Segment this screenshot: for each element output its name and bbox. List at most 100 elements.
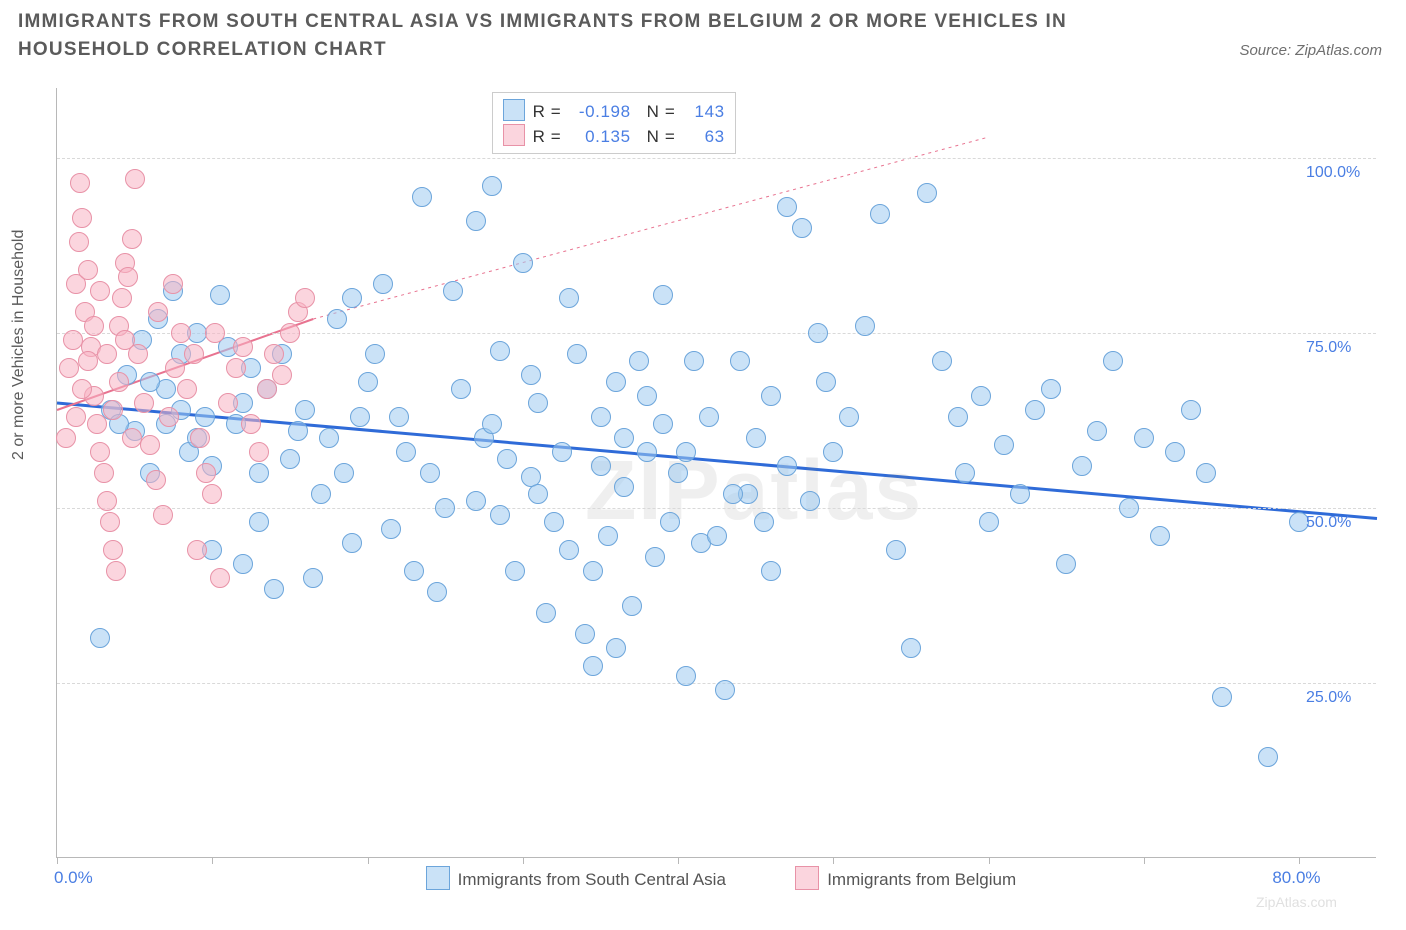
data-point xyxy=(146,470,166,490)
data-point xyxy=(327,309,347,329)
data-point xyxy=(319,428,339,448)
data-point xyxy=(1010,484,1030,504)
data-point xyxy=(723,484,743,504)
data-point xyxy=(78,260,98,280)
data-point xyxy=(288,421,308,441)
data-point xyxy=(103,540,123,560)
data-point xyxy=(210,285,230,305)
data-point xyxy=(466,491,486,511)
data-point xyxy=(676,442,696,462)
data-point xyxy=(272,365,292,385)
data-point xyxy=(233,337,253,357)
data-point xyxy=(707,526,727,546)
data-point xyxy=(140,435,160,455)
data-point xyxy=(342,533,362,553)
data-point xyxy=(257,379,277,399)
data-point xyxy=(800,491,820,511)
data-point xyxy=(72,208,92,228)
data-point xyxy=(583,656,603,676)
data-point xyxy=(165,358,185,378)
data-point xyxy=(389,407,409,427)
data-point xyxy=(598,526,618,546)
data-point xyxy=(249,463,269,483)
data-point xyxy=(777,456,797,476)
data-point xyxy=(606,372,626,392)
data-point xyxy=(932,351,952,371)
data-point xyxy=(103,400,123,420)
legend-item-series-a: Immigrants from South Central Asia xyxy=(426,866,726,890)
data-point xyxy=(365,344,385,364)
data-point xyxy=(128,344,148,364)
data-point xyxy=(614,477,634,497)
data-point xyxy=(233,554,253,574)
data-point xyxy=(1196,463,1216,483)
y-tick-label: 100.0% xyxy=(1306,164,1360,182)
data-point xyxy=(106,561,126,581)
data-point xyxy=(1056,554,1076,574)
data-point xyxy=(528,484,548,504)
data-point xyxy=(134,393,154,413)
data-point xyxy=(808,323,828,343)
data-point xyxy=(715,680,735,700)
data-point xyxy=(1150,526,1170,546)
data-point xyxy=(583,561,603,581)
data-point xyxy=(210,568,230,588)
legend-label: Immigrants from Belgium xyxy=(827,870,1016,889)
data-point xyxy=(56,428,76,448)
data-point xyxy=(591,456,611,476)
data-point xyxy=(249,442,269,462)
x-tick xyxy=(1299,857,1300,864)
data-point xyxy=(187,540,207,560)
data-point xyxy=(552,442,572,462)
data-point xyxy=(280,449,300,469)
legend-label: Immigrants from South Central Asia xyxy=(458,870,726,889)
data-point xyxy=(350,407,370,427)
data-point xyxy=(420,463,440,483)
data-point xyxy=(886,540,906,560)
data-point xyxy=(396,442,416,462)
data-point xyxy=(653,414,673,434)
data-point xyxy=(490,341,510,361)
data-point xyxy=(443,281,463,301)
data-point xyxy=(78,351,98,371)
data-point xyxy=(536,603,556,623)
data-point xyxy=(241,414,261,434)
data-point xyxy=(1025,400,1045,420)
x-tick xyxy=(57,857,58,864)
data-point xyxy=(435,498,455,518)
data-point xyxy=(295,288,315,308)
footer-watermark: ZipAtlas.com xyxy=(1256,894,1337,910)
data-point xyxy=(901,638,921,658)
legend-swatch xyxy=(426,866,450,890)
plot-area: ZIPatlas xyxy=(56,88,1376,858)
data-point xyxy=(761,386,781,406)
y-tick-label: 75.0% xyxy=(1306,339,1351,357)
data-point xyxy=(1041,379,1061,399)
data-point xyxy=(660,512,680,532)
data-point xyxy=(153,505,173,525)
data-point xyxy=(699,407,719,427)
data-point xyxy=(72,379,92,399)
data-point xyxy=(97,491,117,511)
data-point xyxy=(122,229,142,249)
data-point xyxy=(342,288,362,308)
data-point xyxy=(777,197,797,217)
data-point xyxy=(90,628,110,648)
data-point xyxy=(334,463,354,483)
data-point xyxy=(69,232,89,252)
data-point xyxy=(303,568,323,588)
legend-swatch xyxy=(503,99,525,121)
data-point xyxy=(404,561,424,581)
data-point xyxy=(466,211,486,231)
data-point xyxy=(148,302,168,322)
data-point xyxy=(870,204,890,224)
data-point xyxy=(544,512,564,532)
data-point xyxy=(948,407,968,427)
data-point xyxy=(140,372,160,392)
data-point xyxy=(497,449,517,469)
x-tick xyxy=(523,857,524,864)
data-point xyxy=(118,267,138,287)
data-point xyxy=(1134,428,1154,448)
correlation-legend: R = -0.198 N = 143R = 0.135 N = 63 xyxy=(492,92,736,154)
data-point xyxy=(1212,687,1232,707)
